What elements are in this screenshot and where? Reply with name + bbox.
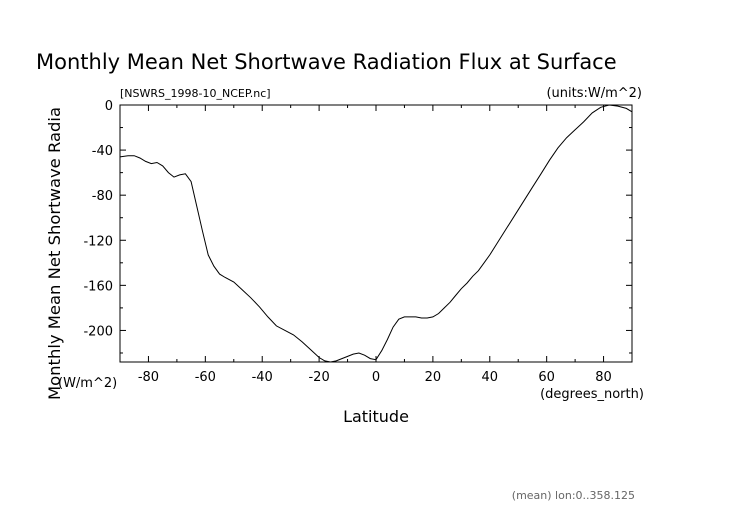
y-tick-label: -200 (83, 324, 113, 339)
x-tick-label: 20 (425, 370, 442, 385)
y-axis-ticks: 0 -40 -80 -120 -160 -200 (83, 99, 632, 354)
plot-frame (119, 104, 633, 363)
y-tick-label: 0 (105, 99, 113, 114)
x-tick-label: -80 (138, 370, 159, 385)
x-axis-ticks: -80 -60 -40 -20 0 20 40 60 80 (138, 105, 612, 385)
y-tick-label: -40 (92, 144, 113, 159)
chart-title: Monthly Mean Net Shortwave Radiation Flu… (36, 50, 617, 74)
x-tick-label: 60 (538, 370, 555, 385)
y-tick-label: -160 (83, 279, 113, 294)
x-axis-label: Latitude (343, 407, 409, 426)
footnote: (mean) lon:0..358.125 (512, 489, 635, 502)
y-tick-label: -120 (83, 234, 113, 249)
x-tick-label: 0 (372, 370, 380, 385)
x-tick-label: -40 (252, 370, 273, 385)
x-tick-label: -20 (308, 370, 329, 385)
y-axis-label: Monthly Mean Net Shortwave Radia (45, 107, 64, 400)
x-tick-label: 80 (595, 370, 612, 385)
y-tick-label: -80 (92, 189, 113, 204)
chart-units-label: (units:W/m^2) (546, 86, 642, 101)
x-axis-units: (degrees_north) (540, 387, 644, 402)
series-line (119, 104, 633, 363)
y-axis-units: (W/m^2) (58, 376, 117, 391)
x-tick-label: 40 (482, 370, 499, 385)
chart-subtitle-left: [NSWRS_1998-10_NCEP.nc] (120, 87, 271, 100)
x-tick-label: -60 (195, 370, 216, 385)
